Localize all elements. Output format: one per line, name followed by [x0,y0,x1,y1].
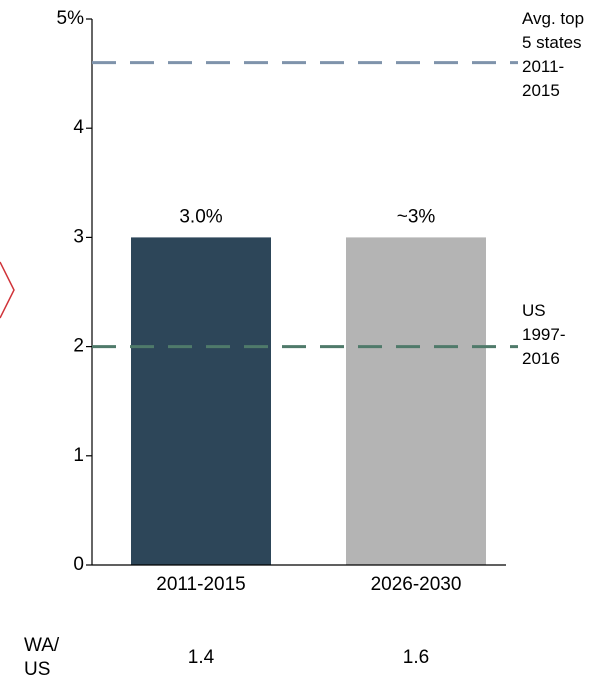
y-tick-label: 2 [73,336,84,357]
y-tick-label: 1 [73,445,84,466]
y-tick-label: 3 [73,226,84,247]
reference-label: US [522,301,546,320]
reference-label: 2015 [522,81,560,100]
x-tick-label: 2026-2030 [371,574,462,595]
y-tick-label: 4 [73,117,84,138]
reference-label: 2011- [522,57,564,76]
y-tick-label: 0 [73,554,84,575]
ratio-value: 1.4 [188,647,215,668]
reference-label: 1997- [522,325,565,344]
x-tick-label: 2011-2015 [156,574,245,595]
bar [131,237,271,565]
y-tick-label: 5% [57,8,85,29]
decoration-chevron [0,261,15,319]
ratio-label: WA/ [24,635,60,656]
ratio-label: US [24,659,50,680]
value-label: ~3% [397,206,436,227]
reference-label: 2016 [522,349,560,368]
reference-label: Avg. top [522,9,584,28]
bar [346,237,486,565]
reference-label: 5 states [522,33,582,52]
ratio-value: 1.6 [403,647,429,668]
value-label: 3.0% [179,206,222,227]
